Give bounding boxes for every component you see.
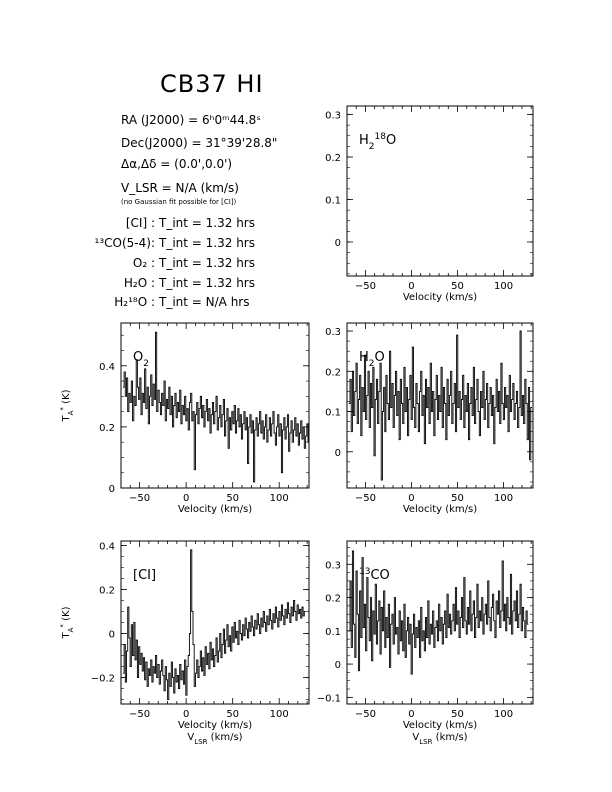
- x-tick-label: 0: [408, 709, 414, 720]
- integration-time: T_int = 1.32 hrs: [159, 236, 255, 250]
- species-label: H2O: [359, 350, 385, 369]
- y-tick-label: 0.3: [325, 111, 341, 122]
- x-tick-label: 50: [451, 493, 464, 504]
- spectrum-line-ci: [122, 549, 306, 701]
- y-tick-label: 0: [109, 630, 115, 641]
- x-tick-label: 0: [183, 493, 189, 504]
- plot-frame: [346, 105, 534, 277]
- x-tick-label: −50: [355, 281, 376, 292]
- integration-species: ¹³CO(5-4):: [94, 236, 155, 250]
- x-tick-label: 100: [494, 709, 513, 720]
- x-axis-label: Velocity (km/s): [403, 292, 477, 303]
- spectrum-line-o2: [122, 331, 309, 483]
- y-tick-label: 0.3: [325, 327, 341, 338]
- spectrum-panel-h2o: −50 0 50 100 0 0.1 0.2 0.3 Velocity (km/s) H2O: [325, 322, 534, 515]
- x-tick-label: −50: [355, 493, 376, 504]
- plot-frame: [120, 540, 310, 705]
- x-axis-label: Velocity (km/s): [403, 504, 477, 515]
- integration-species: O₂ :: [132, 256, 155, 270]
- species-label: H218O: [359, 132, 396, 152]
- x-tick-label: −50: [129, 709, 150, 720]
- species-label: [CI]: [133, 568, 156, 583]
- integration-time: T_int = 1.32 hrs: [159, 256, 255, 270]
- y-tick-label: 0: [335, 660, 341, 671]
- ra-line: RA (J2000) = 6ʰ0ᵐ44.8ˢ: [121, 113, 261, 127]
- x-tick-label: 50: [226, 709, 239, 720]
- x-axis-label: Velocity (km/s): [178, 720, 252, 731]
- x-tick-label: −50: [355, 709, 376, 720]
- y-tick-label: 0: [335, 448, 341, 459]
- species-label: 13CO: [359, 567, 390, 583]
- x-tick-label: −50: [129, 493, 150, 504]
- y-tick-label: 0.2: [325, 367, 341, 378]
- integration-time: T_int = 1.32 hrs: [159, 216, 255, 230]
- y-tick-label: 0.2: [99, 423, 115, 434]
- x-tick-label: 50: [451, 281, 464, 292]
- x-tick-label: 100: [270, 493, 289, 504]
- x-tick-label: 50: [226, 493, 239, 504]
- y-tick-label: 0: [335, 238, 341, 249]
- y-tick-label: 0: [109, 484, 115, 495]
- species-label: O2: [133, 350, 149, 369]
- plot-frame: [346, 322, 534, 489]
- x-tick-label: 0: [408, 493, 414, 504]
- x-axis-label-secondary: VLSR (km/s): [187, 732, 242, 746]
- y-tick-label: 0.1: [325, 408, 341, 419]
- spectrum-panel-h218o: −50 0 50 100 0 0.1 0.2 0.3 Velocity (km/s) H218O: [325, 105, 534, 303]
- x-tick-label: 100: [494, 281, 513, 292]
- x-tick-label: 0: [408, 281, 414, 292]
- y-tick-label: 0.2: [325, 153, 341, 164]
- y-axis-label: TA* (K): [59, 606, 75, 639]
- page-title: CB37 HI: [160, 70, 264, 98]
- x-tick-label: 100: [270, 709, 289, 720]
- spectrum-panel-ci: −50 0 50 100 −0.2 0 0.2 0.4 Velocity (km/s)VLSR …: [59, 540, 310, 746]
- y-tick-label: 0.2: [325, 594, 341, 605]
- x-tick-label: 100: [494, 493, 513, 504]
- integration-species: [CI] :: [125, 216, 155, 230]
- vlsr-line: V_LSR = N/A (km/s): [121, 181, 239, 195]
- integration-time: T_int = 1.32 hrs: [159, 276, 255, 290]
- integration-time: T_int = N/A hrs: [159, 295, 250, 309]
- y-tick-label: 0.1: [325, 627, 341, 638]
- y-tick-label: −0.1: [317, 693, 341, 704]
- integration-species: H₂O :: [123, 276, 155, 290]
- spectrum-panel-o2: −50 0 50 100 0 0.2 0.4 Velocity (km/s) TA* (K) O2: [59, 322, 310, 515]
- y-axis-label: TA* (K): [59, 389, 75, 422]
- x-axis-label-secondary: VLSR (km/s): [412, 732, 467, 746]
- spectrum-line-13co: [348, 550, 529, 675]
- spectrum-line-h2o: [348, 330, 532, 481]
- y-tick-label: 0.3: [325, 560, 341, 571]
- x-tick-label: 0: [183, 709, 189, 720]
- offset-line: Δα,Δδ = (0.0',0.0'): [121, 157, 233, 171]
- y-tick-label: 0.1: [325, 196, 341, 207]
- x-axis-label: Velocity (km/s): [403, 720, 477, 731]
- y-tick-label: 0.4: [99, 362, 115, 373]
- gaussian-note: (no Gaussian fit possible for [CI]): [121, 198, 237, 206]
- integration-species: H₂¹⁸O :: [114, 295, 155, 309]
- spectrum-panel-13co: −50 0 50 100 −0.1 0 0.1 0.2 0.3 Velocity (km/s)VL…: [317, 540, 534, 746]
- x-axis-label: Velocity (km/s): [178, 504, 252, 515]
- dec-line: Dec(J2000) = 31°39'28.8": [121, 136, 278, 150]
- y-tick-label: 0.2: [99, 585, 115, 596]
- y-tick-label: −0.2: [91, 674, 115, 685]
- x-tick-label: 50: [451, 709, 464, 720]
- plot-frame: [120, 322, 310, 489]
- y-tick-label: 0.4: [99, 541, 115, 552]
